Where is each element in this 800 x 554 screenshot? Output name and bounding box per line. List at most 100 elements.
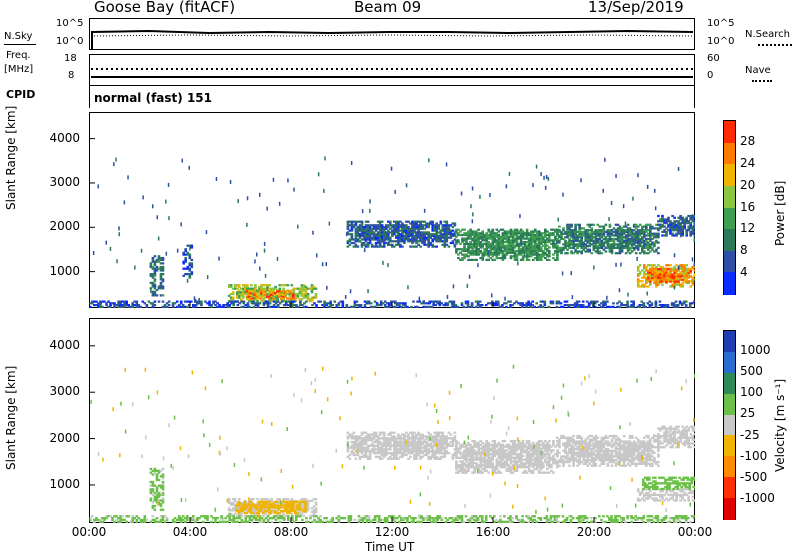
heat-cell: [474, 300, 478, 303]
heat-cell: [649, 239, 652, 242]
heat-cell: [588, 434, 591, 438]
heat-cell: [602, 302, 605, 305]
heat-speckle: [471, 186, 474, 191]
heat-cell: [658, 300, 662, 303]
heat-cell: [259, 297, 263, 300]
heat-cell: [572, 460, 575, 464]
heat-cell: [434, 304, 437, 307]
heat-cell: [499, 228, 503, 231]
heat-cell: [685, 264, 688, 267]
heat-cell: [493, 237, 497, 240]
heat-cell: [466, 300, 470, 303]
heat-cell: [570, 250, 573, 253]
heat-cell: [505, 302, 508, 305]
heat-cell: [384, 226, 388, 229]
heat-cell: [590, 438, 594, 441]
heat-cell: [431, 448, 434, 451]
heat-cell: [648, 300, 652, 303]
heat-cell: [348, 243, 352, 246]
heat-cell: [505, 233, 509, 237]
heat-cell: [568, 229, 571, 232]
heat-cell: [481, 471, 484, 474]
heat-cell: [196, 300, 199, 303]
heat-cell: [647, 252, 650, 255]
heat-cell: [384, 444, 388, 447]
heat-cell: [477, 466, 480, 469]
heat-cell: [477, 464, 480, 467]
heat-cell: [626, 234, 630, 237]
heat-cell: [493, 248, 497, 251]
heat-cell: [519, 235, 523, 238]
heat-cell: [558, 230, 561, 233]
heat-cell: [352, 446, 356, 449]
heat-cell: [455, 228, 458, 231]
heat-cell: [519, 258, 523, 261]
heat-cell: [427, 431, 430, 434]
heat-cell: [380, 442, 384, 446]
heat-cell: [533, 235, 537, 238]
heat-cell: [620, 241, 624, 244]
heat-cell: [289, 302, 292, 305]
heat-cell: [399, 455, 402, 458]
heat-cell: [550, 233, 553, 237]
heat-cell: [184, 253, 187, 256]
heat-cell: [649, 229, 652, 232]
heat-cell: [584, 230, 587, 233]
heat-cell: [527, 237, 531, 240]
heat-cell: [604, 236, 608, 239]
heat-cell: [457, 471, 460, 474]
heat-cell: [558, 460, 561, 464]
heat-cell: [647, 277, 650, 280]
heat-cell: [389, 448, 392, 451]
heat-cell: [594, 459, 598, 462]
heat-cell: [653, 243, 656, 246]
heat-cell: [527, 251, 531, 254]
heat-cell: [252, 289, 255, 292]
heat-cell: [513, 253, 517, 256]
heat-cell: [636, 245, 640, 248]
heat-cell: [341, 302, 345, 305]
heat-speckle: [392, 228, 395, 233]
heat-cell: [290, 294, 294, 297]
heat-cell: [405, 450, 408, 453]
heat-cell: [471, 445, 474, 448]
heat-cell: [413, 457, 416, 460]
heat-cell: [268, 287, 271, 290]
heat-cell: [364, 439, 368, 442]
heat-cell: [653, 241, 656, 244]
heat-cell: [423, 453, 426, 457]
heat-cell: [529, 302, 532, 305]
heat-cell: [153, 280, 157, 283]
noise-trace: [90, 29, 694, 49]
heat-cell: [521, 255, 525, 258]
heat-cell: [576, 446, 579, 449]
heat-cell: [632, 234, 636, 237]
heat-cell: [515, 230, 519, 233]
heat-cell: [531, 249, 535, 253]
heat-cell: [389, 457, 392, 460]
heat-cell: [391, 243, 394, 246]
heat-cell: [675, 232, 678, 235]
heat-cell: [179, 302, 183, 305]
heat-cell: [586, 457, 589, 460]
heat-cell: [395, 234, 398, 237]
heat-cell: [393, 431, 396, 434]
heat-cell: [513, 443, 517, 446]
heat-cell: [685, 222, 688, 225]
freq-left-tick-top: 18: [64, 53, 77, 64]
heat-speckle: [92, 251, 95, 255]
heat-cell: [527, 249, 531, 253]
heat-cell: [395, 224, 398, 227]
heat-cell: [517, 443, 521, 446]
heat-cell: [153, 255, 157, 258]
heat-cell: [493, 244, 497, 247]
heat-cell: [612, 237, 616, 241]
heat-cell: [495, 462, 499, 465]
heat-cell: [556, 248, 559, 251]
heat-cell: [529, 253, 533, 256]
heat-cell: [499, 454, 503, 458]
heat-cell: [548, 454, 551, 458]
heat-cell: [566, 243, 569, 246]
heat-cell: [159, 267, 163, 270]
heat-cell: [393, 453, 396, 457]
